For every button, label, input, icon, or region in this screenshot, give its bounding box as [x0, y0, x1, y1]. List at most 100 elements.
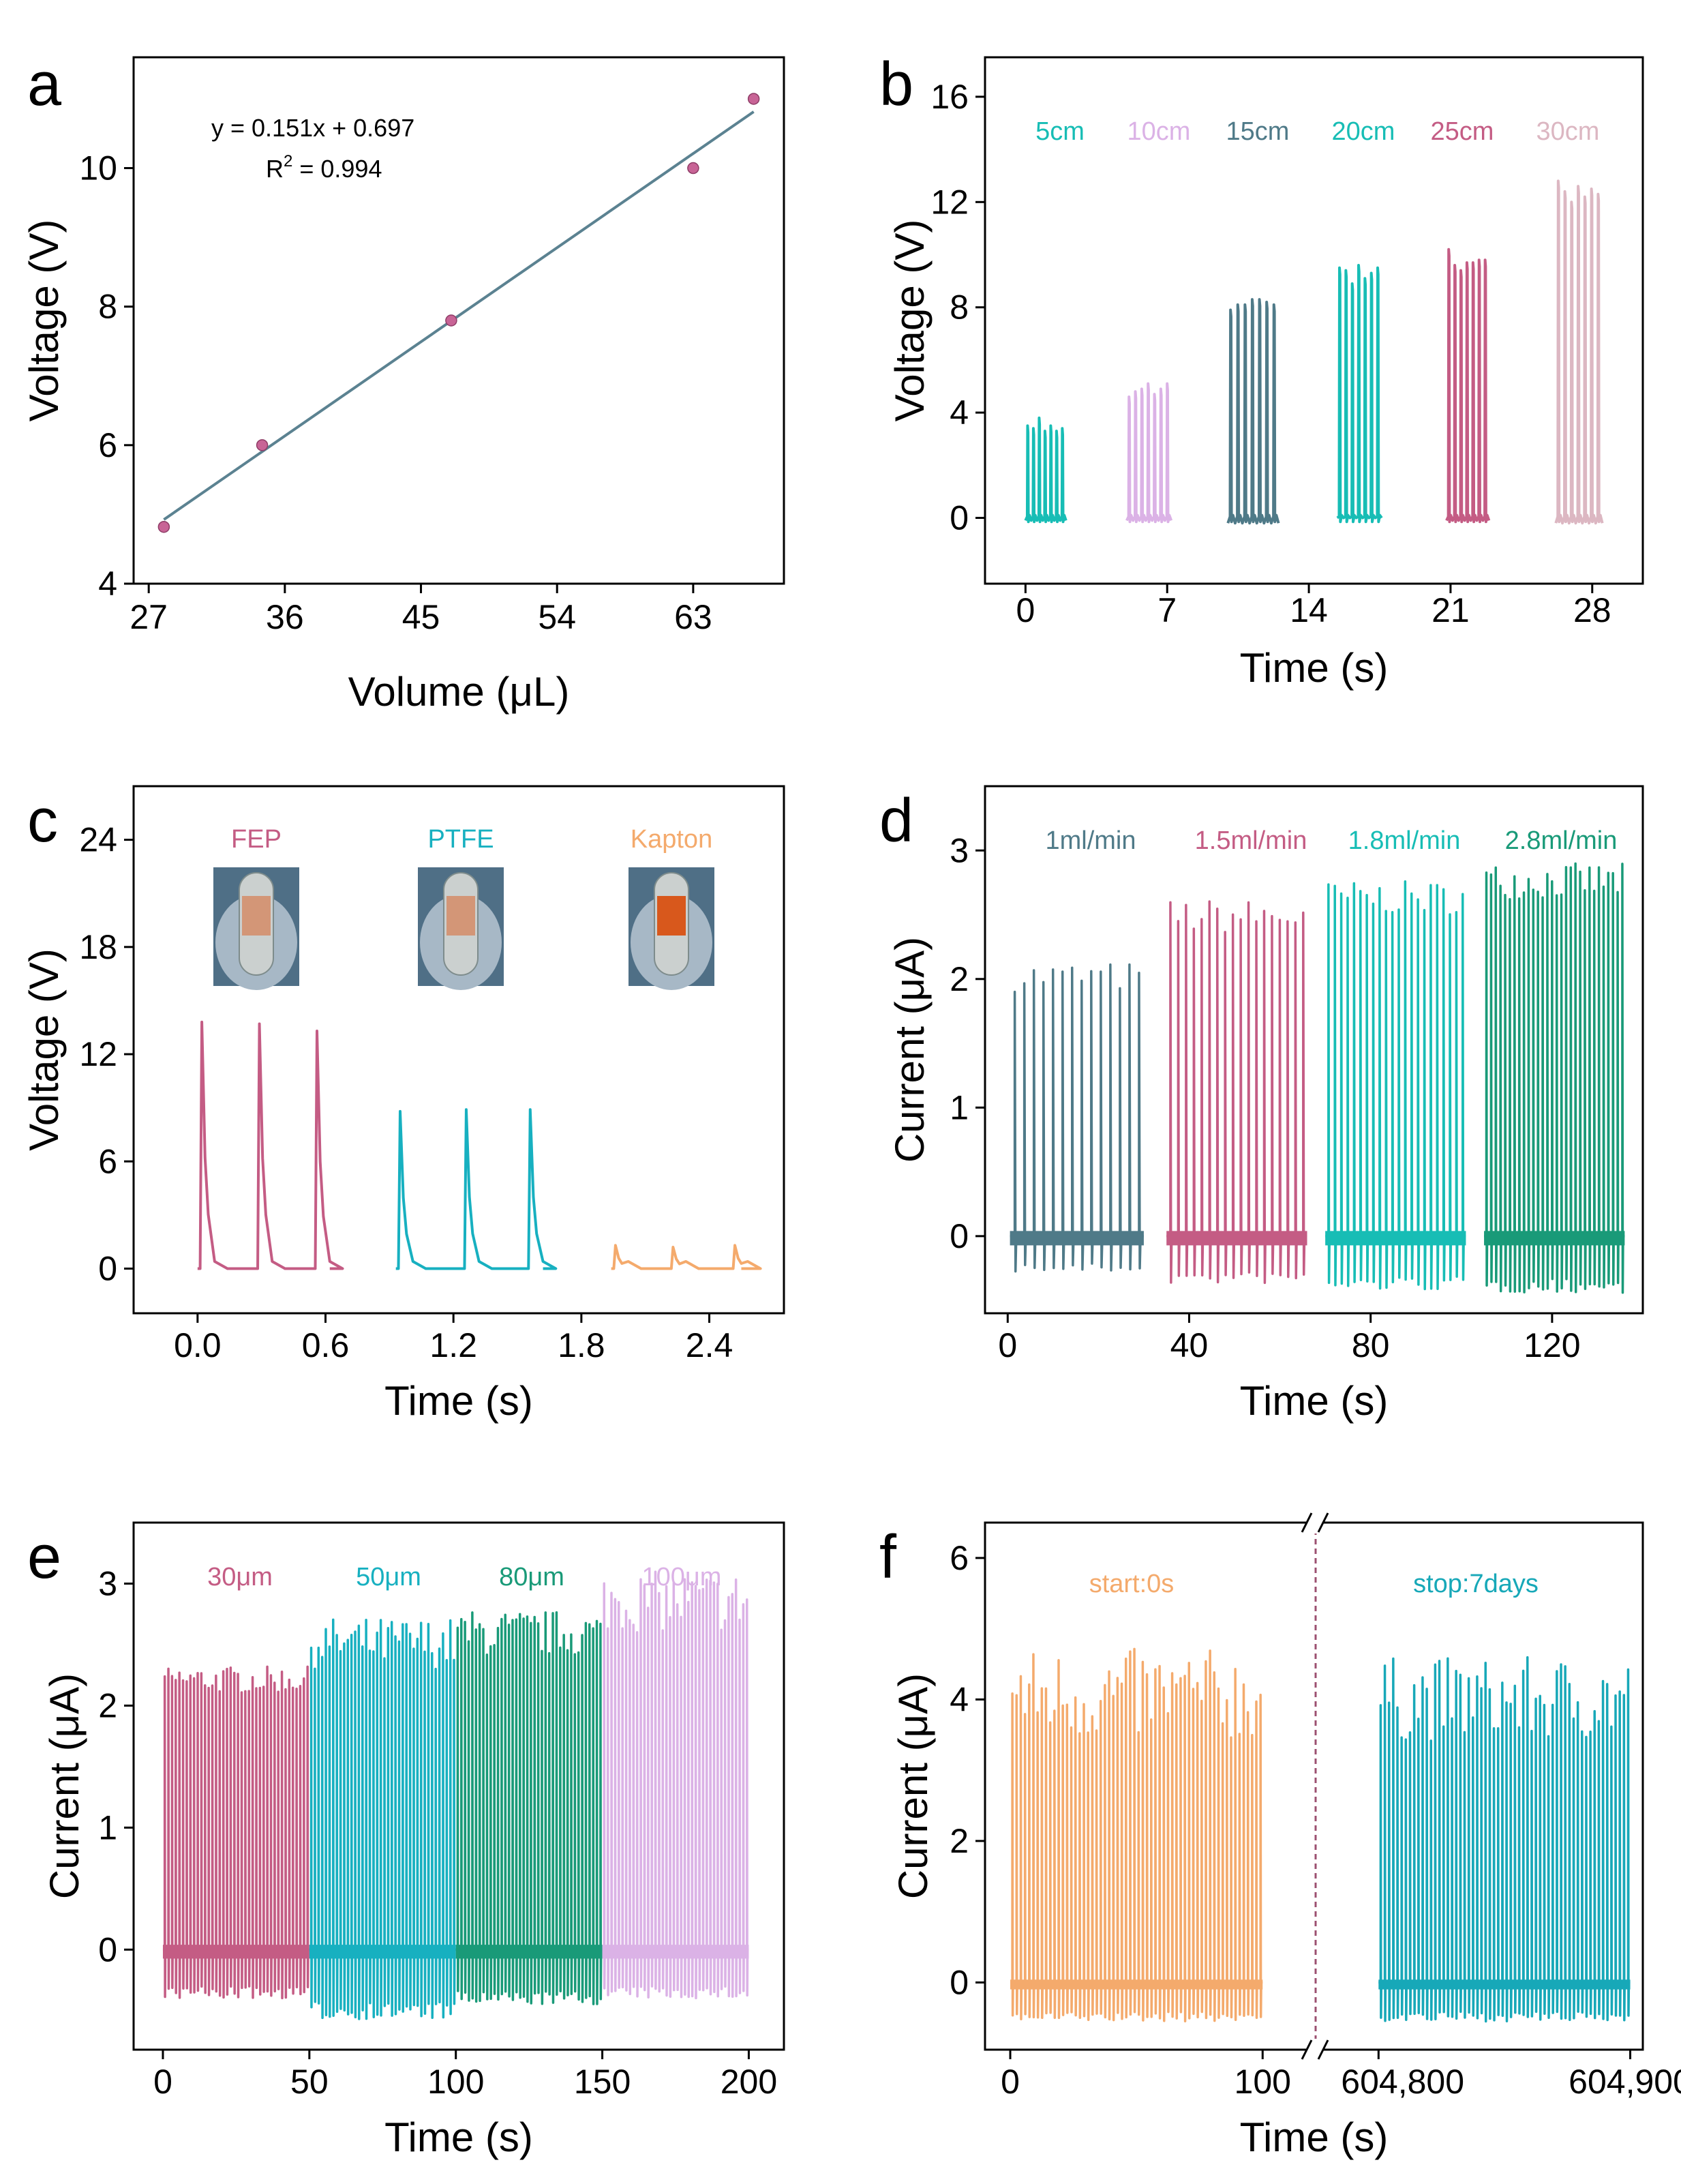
panel-a-y-tick-label: 4	[98, 565, 117, 603]
series-15cm-trace	[1226, 298, 1280, 525]
panel-a-y-tick-label: 8	[98, 288, 117, 326]
r-squared-value: = 0.994	[292, 155, 382, 183]
panel-d-y-tick-label: 3	[950, 831, 969, 869]
legend-1.8ml/min: 1.8ml/min	[1348, 826, 1461, 855]
panel-b-x-tick-label: 0	[1016, 591, 1035, 629]
panel-a-x-tick-label: 54	[538, 598, 576, 636]
axis-break-mark	[1317, 2039, 1329, 2060]
panel-e-y-tick-label: 0	[98, 1930, 117, 1969]
panel-b-label: b	[879, 50, 913, 119]
panel-e-label: e	[27, 1523, 61, 1591]
legend-30cm: 30cm	[1536, 117, 1600, 146]
panel-d-y-tick-label: 2	[950, 960, 969, 998]
data-point	[445, 314, 457, 327]
r-squared-superscript: 2	[284, 152, 292, 170]
panel-f-x-tick-label: 604,800	[1341, 2063, 1464, 2101]
panel-e-y-tick-label: 3	[98, 1564, 117, 1602]
legend-80μm: 80μm	[499, 1563, 564, 1591]
panel-b-x-tick-label: 7	[1157, 591, 1177, 629]
panel-f-x-tick-label: 604,900	[1569, 2063, 1681, 2101]
panel-d-y-tick-label: 0	[950, 1217, 969, 1255]
series-25cm-trace	[1445, 248, 1491, 524]
panel-f-y-tick-label: 2	[950, 1822, 969, 1860]
series-start:0s-baseline	[1010, 1979, 1263, 1990]
data-point	[747, 93, 760, 105]
series-1ml/min-baseline	[1010, 1231, 1144, 1246]
panel-b-y-tick-label: 12	[930, 183, 969, 221]
series-100μm-trace	[602, 1570, 749, 2000]
panel-f-y-axis-label: Current (μA)	[890, 1673, 936, 1899]
panel-e-y-axis-label: Current (μA)	[42, 1673, 87, 1899]
panel-c-y-axis-label: Voltage (V)	[21, 948, 67, 1151]
panel-c-y-tick-label: 12	[79, 1035, 117, 1073]
device-photo-FEP	[213, 867, 299, 990]
panel-a-x-axis-label: Volume (μL)	[348, 669, 570, 715]
panel-e-y-tick-label: 2	[98, 1686, 117, 1724]
series-stop:7days-trace	[1378, 1656, 1631, 2023]
panel-f-x-tick-label: 0	[1001, 2063, 1020, 2101]
panel-d-x-tick-label: 120	[1524, 1326, 1580, 1364]
series-30cm-trace	[1554, 179, 1604, 525]
series-50μm-baseline	[309, 1945, 456, 1959]
series-1ml/min-trace	[1010, 963, 1144, 1273]
axis-break-mark	[1317, 1512, 1329, 1533]
legend-15cm: 15cm	[1226, 117, 1290, 146]
panel-c-x-tick-label: 0.0	[174, 1326, 222, 1364]
legend-50μm: 50μm	[356, 1563, 421, 1591]
panel-a-x-tick-label: 45	[402, 598, 440, 636]
panel-b-x-tick-label: 28	[1573, 591, 1611, 629]
panel-b-y-tick-label: 16	[930, 78, 969, 116]
fit-equation: y = 0.151x + 0.697	[211, 114, 414, 142]
legend-25cm: 25cm	[1431, 117, 1494, 146]
series-30μm-baseline	[162, 1945, 309, 1959]
series-100μm-baseline	[602, 1945, 749, 1959]
fit-line	[163, 110, 755, 521]
panel-b-frame	[984, 56, 1644, 585]
series-2.8ml/min-trace	[1484, 862, 1625, 1294]
legend-PTFE: PTFE	[427, 825, 494, 854]
panel-a-y-axis-label: Voltage (V)	[21, 220, 67, 422]
axis-break-mark	[1301, 1512, 1313, 1533]
legend-1.5ml/min: 1.5ml/min	[1195, 826, 1307, 855]
panel-b-y-axis-label: Voltage (V)	[887, 220, 933, 422]
series-50μm-trace	[309, 1618, 456, 2020]
panel-a-x-tick-label: 36	[266, 598, 304, 636]
device-photo-Kapton	[629, 867, 714, 990]
legend-FEP: FEP	[231, 825, 282, 854]
panel-a-x-tick-label: 63	[674, 598, 712, 636]
panel-c-frame	[132, 785, 785, 1315]
series-PTFE-trace	[395, 1108, 558, 1270]
legend-20cm: 20cm	[1332, 117, 1395, 146]
panel-c-y-tick-label: 18	[79, 928, 117, 966]
r-squared: R2 = 0.994	[266, 152, 382, 183]
panel-c-x-tick-label: 1.8	[558, 1326, 605, 1364]
panel-a-frame	[132, 56, 785, 585]
panel-b-x-axis-label: Time (s)	[1240, 645, 1389, 691]
data-point	[157, 520, 170, 533]
series-2.8ml/min-baseline	[1484, 1231, 1625, 1246]
panel-d-x-tick-label: 40	[1170, 1326, 1209, 1364]
panel-c-y-tick-label: 6	[98, 1142, 117, 1180]
panel-b-y-tick-label: 4	[950, 393, 969, 432]
panel-c-x-tick-label: 0.6	[302, 1326, 350, 1364]
series-start:0s-trace	[1010, 1647, 1263, 2022]
legend-stop:7days: stop:7days	[1413, 1570, 1539, 1598]
series-FEP-trace	[197, 1020, 344, 1270]
panel-d-label: d	[879, 787, 913, 855]
panel-a-x-tick-label: 27	[130, 598, 168, 636]
series-1.5ml/min-trace	[1166, 900, 1307, 1285]
panel-c-label: c	[27, 787, 58, 855]
series-20cm-trace	[1336, 263, 1383, 524]
panel-f-y-tick-label: 6	[950, 1539, 969, 1577]
panel-d-x-tick-label: 80	[1352, 1326, 1390, 1364]
legend-100μm: 100μm	[642, 1563, 722, 1591]
panel-e-x-tick-label: 0	[153, 2063, 172, 2101]
device-photo-PTFE	[418, 867, 504, 990]
panel-b-x-tick-label: 21	[1432, 591, 1470, 629]
legend-2.8ml/min: 2.8ml/min	[1505, 826, 1618, 855]
panel-e-x-tick-label: 200	[721, 2063, 777, 2101]
panel-a-y-tick-label: 6	[98, 426, 117, 464]
axis-break-mark	[1301, 2039, 1313, 2060]
legend-start:0s: start:0s	[1089, 1570, 1175, 1598]
